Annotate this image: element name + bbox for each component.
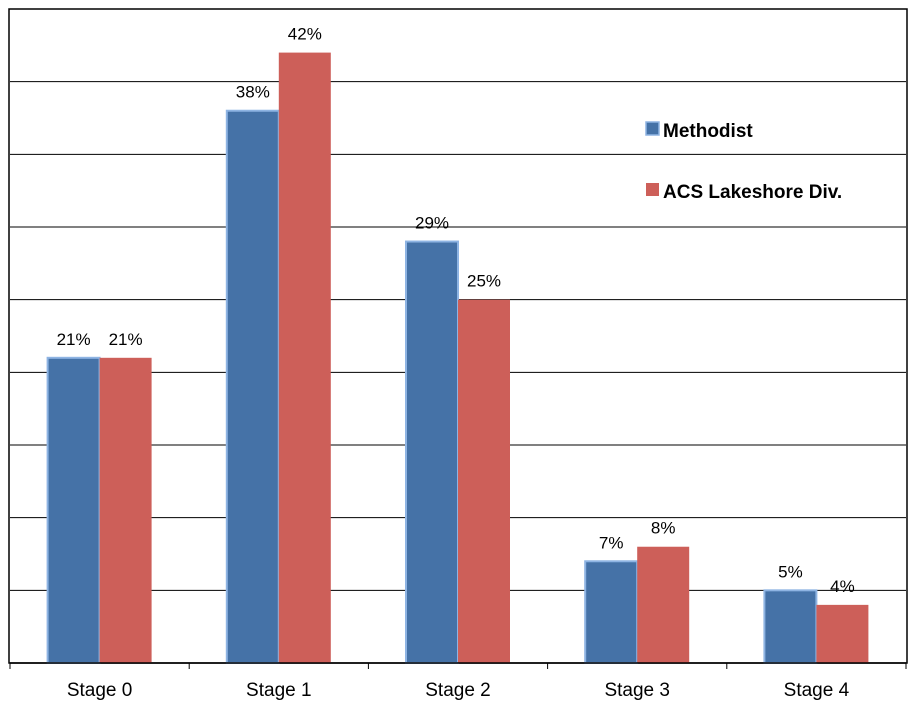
bar-methodist	[584, 560, 639, 664]
data-label: 29%	[415, 214, 449, 233]
bar-methodist	[763, 589, 818, 664]
x-tick-label: Stage 4	[784, 680, 850, 701]
bar-methodist	[46, 356, 101, 664]
legend-label-acs-lakeshore: ACS Lakeshore Div.	[663, 182, 842, 203]
x-axis: Stage 0 Stage 1 Stage 2 Stage 3 Stage 4	[9, 662, 907, 701]
legend-label-methodist: Methodist	[663, 121, 753, 142]
bar-methodist	[405, 240, 459, 665]
x-tick-label: Stage 1	[246, 680, 312, 701]
data-label: 21%	[109, 330, 143, 349]
bar-acs-lakeshore	[278, 52, 331, 664]
x-tick-label: Stage 0	[67, 680, 133, 701]
bar-acs-lakeshore	[458, 299, 510, 663]
x-tick-label: Stage 3	[604, 680, 670, 701]
bars	[46, 52, 869, 665]
data-labels: 21% 38% 29% 7% 5% 21% 42% 25% 8% 4%	[57, 25, 855, 596]
legend-swatch-methodist	[645, 121, 660, 136]
legend: Methodist ACS Lakeshore Div.	[645, 121, 842, 203]
data-label: 42%	[288, 25, 322, 44]
x-tick-label: Stage 2	[425, 680, 491, 701]
legend-swatch-acs-lakeshore	[646, 183, 659, 196]
data-label: 8%	[651, 519, 676, 538]
data-label: 25%	[467, 272, 501, 291]
data-label: 38%	[236, 83, 270, 102]
bar-acs-lakeshore	[816, 604, 869, 663]
bar-acs-lakeshore	[99, 357, 152, 663]
data-label: 7%	[599, 533, 624, 552]
bar-acs-lakeshore	[637, 546, 690, 663]
data-label: 5%	[778, 562, 803, 581]
data-label: 21%	[57, 330, 91, 349]
bar-methodist	[225, 109, 280, 664]
data-label: 4%	[830, 577, 855, 596]
